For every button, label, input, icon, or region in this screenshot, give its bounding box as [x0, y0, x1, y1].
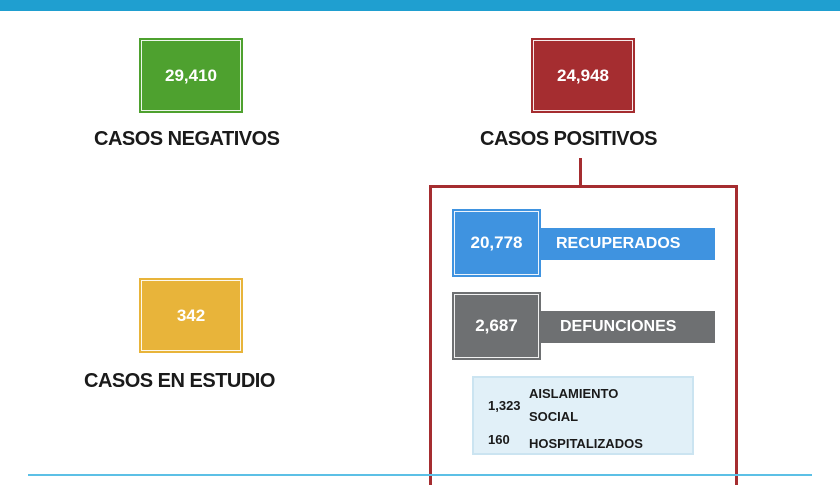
positive-cases-value: 24,948	[557, 65, 609, 85]
negative-cases-value: 29,410	[165, 65, 217, 85]
positive-connector-line	[579, 158, 582, 187]
hospitalized-count: 160	[488, 432, 510, 447]
study-cases-value: 342	[176, 305, 206, 325]
top-bar	[0, 0, 840, 11]
isolation-label: AISLAMIENTO SOCIAL	[529, 386, 619, 424]
positive-cases-value-box: 24,948	[531, 38, 635, 113]
recovered-label: RECUPERADOS	[556, 235, 681, 252]
negative-cases-label: CASOS NEGATIVOS	[94, 128, 280, 150]
recovered-value: 20,778	[470, 233, 523, 252]
positive-breakdown-frame	[429, 185, 738, 485]
isolation-count: 1,323	[488, 398, 521, 413]
deaths-label: DEFUNCIONES	[560, 318, 677, 335]
active-cases-detail-panel: 1,323 AISLAMIENTO SOCIAL 160 HOSPITALIZA…	[472, 376, 694, 455]
bottom-divider	[28, 474, 812, 476]
deaths-value-box: 2,687	[452, 292, 541, 360]
positive-cases-label: CASOS POSITIVOS	[480, 128, 657, 150]
recovered-value-box: 20,778	[452, 209, 541, 277]
negative-cases-value-box: 29,410	[139, 38, 243, 113]
recovered-strip: RECUPERADOS	[538, 228, 715, 260]
deaths-strip: DEFUNCIONES	[538, 311, 715, 343]
hospitalized-label: HOSPITALIZADOS	[529, 436, 643, 451]
study-cases-value-box: 342	[139, 278, 243, 353]
study-cases-label: CASOS EN ESTUDIO	[84, 370, 275, 392]
deaths-value: 2,687	[475, 316, 518, 335]
